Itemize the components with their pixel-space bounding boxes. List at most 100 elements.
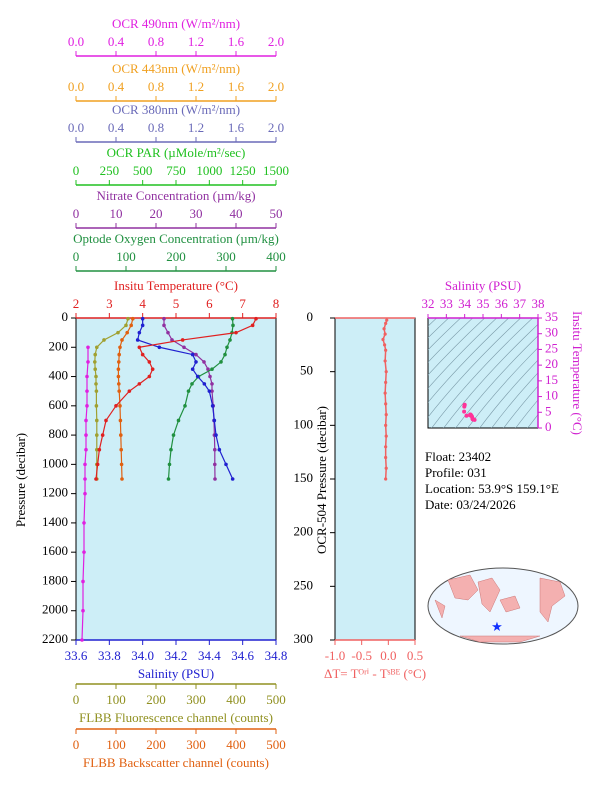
x-tick-label: 1500: [263, 163, 289, 178]
y-tick-label: 50: [300, 363, 313, 378]
y-tick-label: 0: [307, 309, 314, 324]
profile-point: [94, 404, 99, 408]
profile-point: [180, 338, 185, 342]
x-tick-label: 2.0: [268, 120, 284, 135]
profile-point: [84, 447, 88, 452]
x-tick-label: 0.8: [148, 34, 164, 49]
delta-point: [384, 477, 388, 481]
y-tick-label: 1400: [42, 514, 68, 529]
profile-point: [95, 447, 99, 452]
profile-point: [94, 477, 98, 481]
y-tick-label: 5: [545, 403, 552, 418]
delta-point: [384, 434, 388, 438]
profile-point: [213, 462, 217, 467]
ts-point: [462, 404, 467, 409]
profile-point: [219, 360, 223, 364]
isopycnals: [428, 318, 538, 428]
profile-point: [119, 447, 123, 452]
x-tick-label: 34: [458, 296, 472, 311]
isopycnal: [515, 399, 538, 428]
isopycnal: [428, 318, 510, 403]
profile-point: [120, 477, 124, 481]
delta-point: [384, 348, 388, 352]
profile-point: [147, 360, 152, 364]
x-tick-label: 34.2: [165, 648, 188, 663]
profile-point: [83, 491, 87, 496]
profile-point: [119, 462, 124, 467]
y-tick-label: 150: [294, 470, 314, 485]
profile-point: [114, 404, 118, 408]
profile-point: [125, 330, 129, 335]
x-tick-label: 34.8: [265, 648, 288, 663]
axis-title: Insitu Temperature (°C): [114, 278, 238, 293]
profile-point: [82, 550, 86, 554]
delta-point: [384, 445, 388, 449]
profile-point: [86, 360, 90, 364]
profile-point: [150, 367, 155, 372]
profile-point: [166, 477, 171, 481]
delta-point: [383, 391, 387, 395]
profile-point: [82, 521, 86, 525]
x-tick-label: 1000: [196, 163, 222, 178]
x-tick-label: 100: [106, 737, 126, 752]
profile-point: [100, 433, 105, 437]
x-tick-label: 250: [100, 163, 120, 178]
y-tick-label: 1600: [42, 543, 68, 558]
x-tick-label: 2.0: [268, 79, 284, 94]
profile-point: [95, 462, 100, 467]
x-tick-label: 0.8: [148, 79, 164, 94]
profile-point: [207, 389, 212, 393]
profile-point: [254, 316, 258, 321]
delta-point: [383, 343, 387, 347]
x-tick-label: 0: [73, 163, 80, 178]
profile-point: [182, 345, 186, 350]
y-tick-label: 200: [294, 524, 314, 539]
x-tick-label: 400: [266, 249, 286, 264]
world-map: ★: [427, 567, 579, 645]
profile-point: [81, 579, 85, 584]
profile-point: [147, 374, 152, 379]
profile-point: [127, 389, 132, 393]
x-tick-label: 3: [106, 296, 113, 311]
isopycnal: [527, 414, 538, 428]
profile-point: [140, 352, 145, 357]
x-tick-label: 0.0: [68, 79, 84, 94]
profile-line: [81, 347, 89, 641]
isopycnal: [428, 318, 462, 351]
profile-point: [117, 352, 121, 357]
profile-point: [102, 338, 106, 342]
profile-point: [213, 477, 217, 481]
profile-point: [83, 477, 87, 481]
x-tick-label: 0: [73, 737, 80, 752]
profile-point: [116, 374, 121, 379]
isopycnal: [503, 385, 538, 428]
profile-point: [206, 367, 210, 372]
profile-point: [230, 477, 235, 481]
profile-point: [231, 323, 235, 328]
y-tick-label: 30: [545, 325, 558, 340]
info-line: Date: 03/24/2026: [425, 497, 516, 512]
x-tick-label: -0.5: [351, 648, 372, 663]
x-tick-label: 20: [150, 206, 163, 221]
delta-point: [383, 332, 387, 336]
y-tick-label: 250: [294, 577, 314, 592]
x-tick-label: 1.6: [228, 34, 245, 49]
y-tick-label: 25: [545, 340, 558, 355]
x-tick-label: 500: [266, 692, 286, 707]
y-tick-label: 300: [294, 631, 314, 646]
y-axis-title: OCR-504 Pressure (decibar): [314, 406, 329, 554]
y-tick-label: 200: [49, 338, 69, 353]
profile-point: [95, 345, 99, 350]
profile-point: [170, 338, 174, 342]
x-tick-label: 10: [110, 206, 123, 221]
x-tick-label: 34.6: [231, 648, 254, 663]
x-tick-label: 50: [270, 206, 283, 221]
profile-point: [224, 462, 228, 467]
delta-point: [385, 318, 389, 322]
x-tick-label: 0.4: [108, 79, 125, 94]
y-axis-title: Insitu Temperature (°C): [570, 311, 585, 435]
profile-point: [117, 360, 121, 364]
delta-point: [384, 466, 388, 470]
axis-title: OCR 490nm (W/m²/nm): [112, 16, 240, 31]
